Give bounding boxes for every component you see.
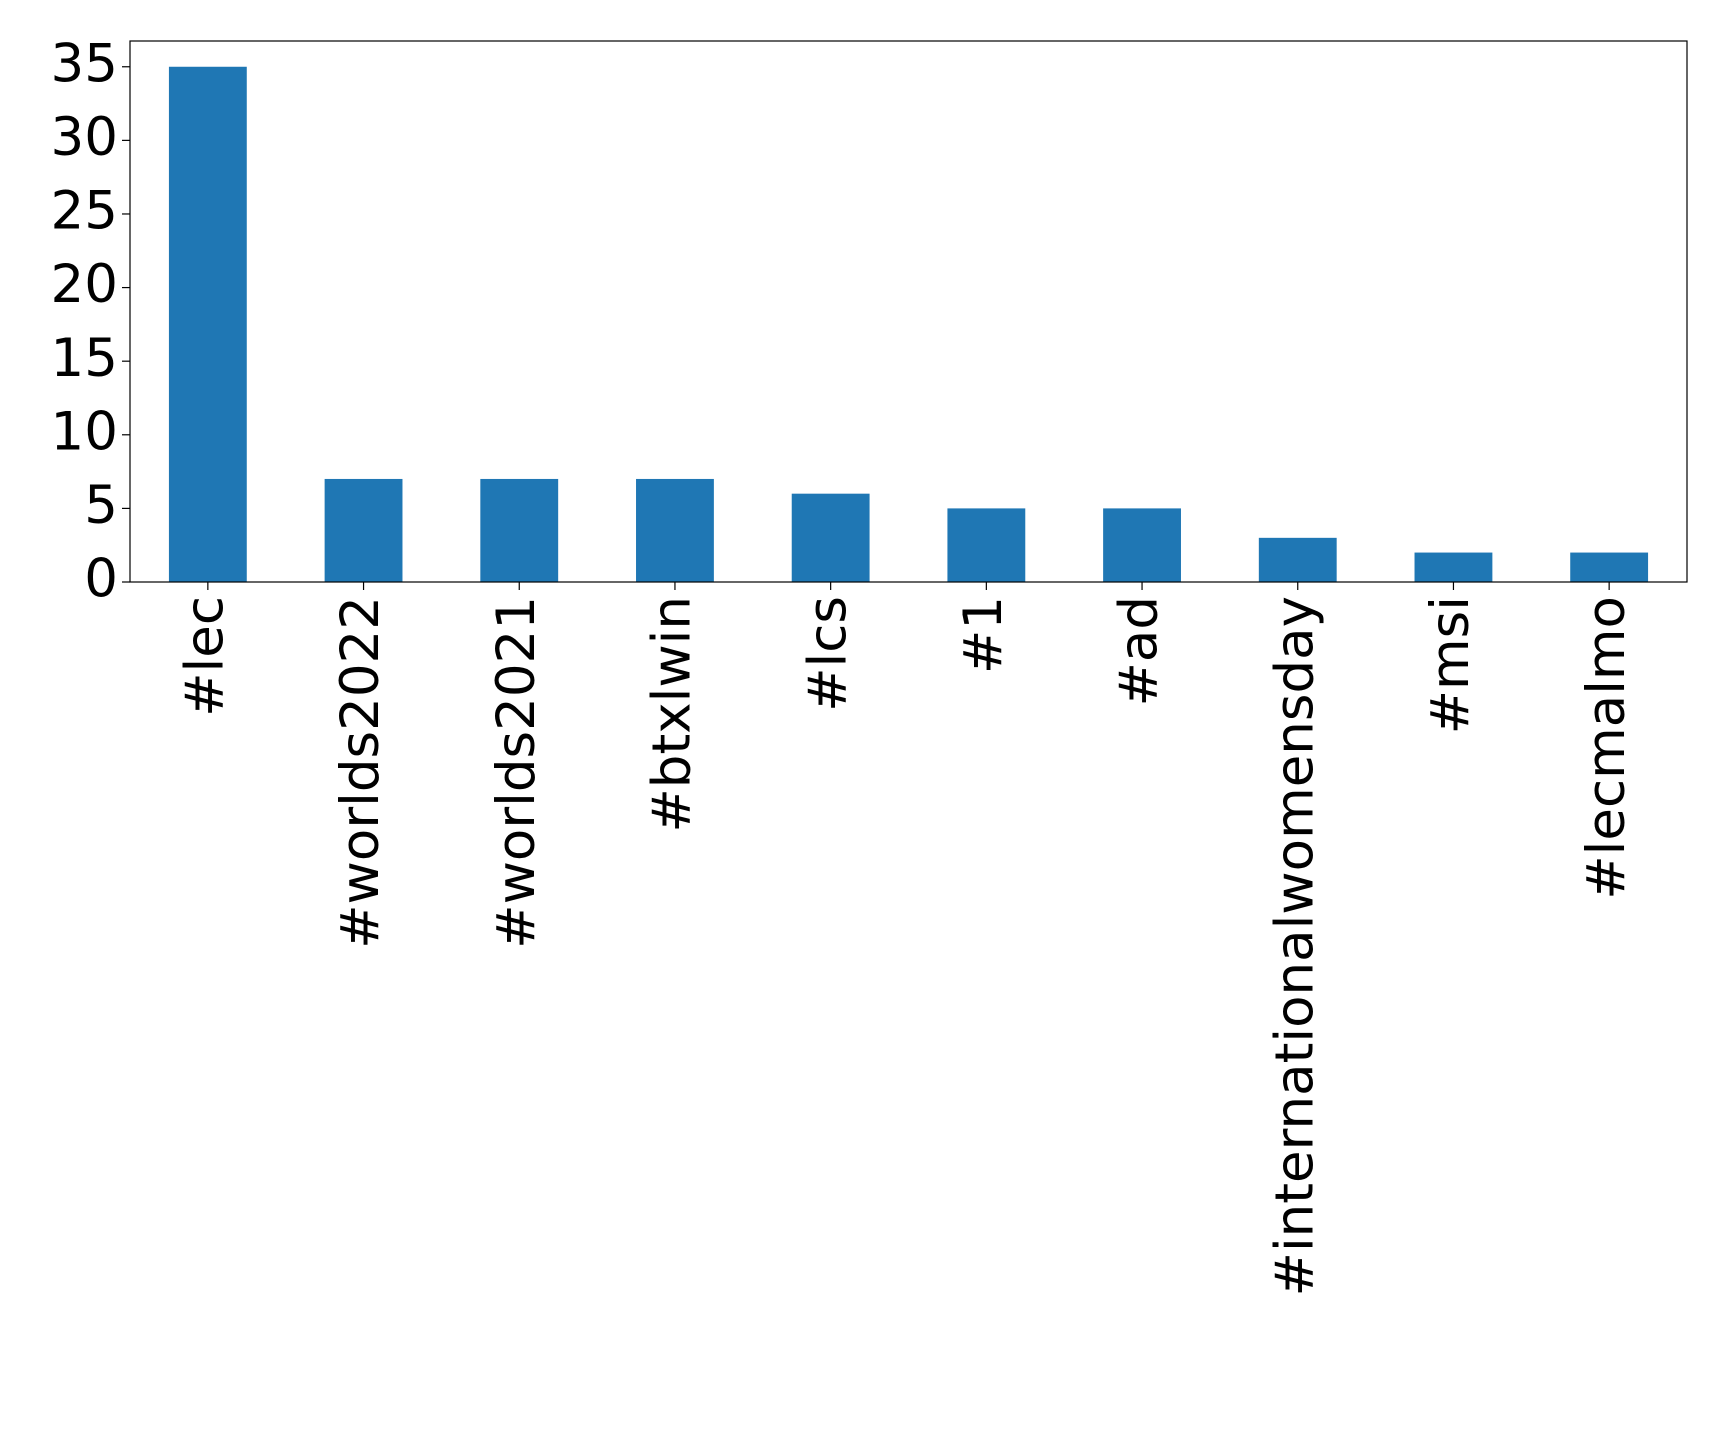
- y-tick-label: 25: [51, 181, 118, 242]
- bar: [168, 66, 247, 582]
- x-tick-label: #ad: [1109, 596, 1170, 707]
- x-tick-label: #msi: [1420, 596, 1481, 734]
- x-tick-label: #lcs: [797, 596, 858, 712]
- bar: [1414, 552, 1493, 582]
- y-tick-label: 35: [51, 33, 118, 94]
- y-tick-label: 0: [84, 549, 118, 610]
- bar: [1103, 508, 1181, 582]
- bar: [947, 508, 1026, 582]
- y-tick-label: 30: [51, 107, 118, 168]
- y-tick-label: 20: [51, 254, 118, 315]
- x-tick-label: #btxlwin: [642, 596, 703, 833]
- bar: [1570, 552, 1649, 582]
- bar: [324, 478, 403, 582]
- bar: [791, 493, 870, 582]
- x-tick-label: #internationalwomensday: [1264, 596, 1325, 1296]
- bar: [480, 478, 559, 582]
- x-tick-label: #lecmalmo: [1576, 596, 1637, 900]
- y-tick-label: 10: [51, 401, 118, 462]
- y-tick-label: 15: [51, 328, 118, 389]
- bar: [636, 478, 714, 582]
- axes-frame: [129, 40, 1688, 583]
- x-tick-label: #lec: [174, 596, 235, 717]
- x-tick-label: #worlds2021: [486, 596, 547, 949]
- bar: [1258, 537, 1337, 582]
- x-tick-label: #1: [953, 596, 1014, 674]
- x-tick-label: #worlds2022: [330, 596, 391, 949]
- y-tick-label: 5: [84, 475, 118, 536]
